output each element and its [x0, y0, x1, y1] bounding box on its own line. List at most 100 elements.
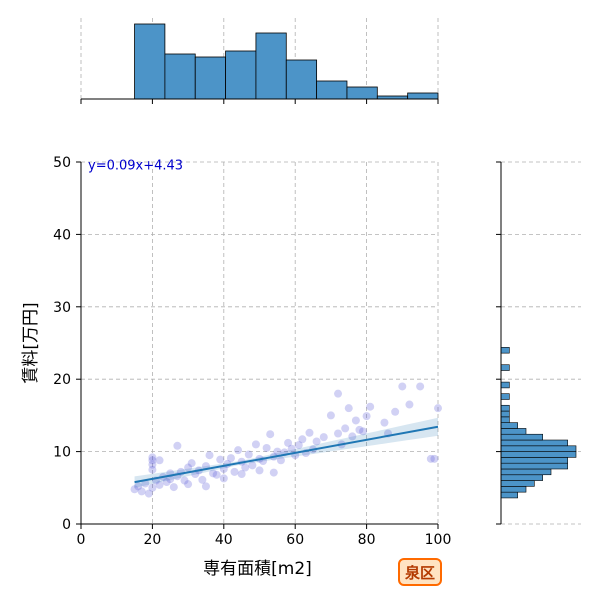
regression-group	[134, 417, 439, 488]
scatter-point	[237, 470, 246, 479]
top-hist-bar	[225, 50, 257, 100]
scatter-point	[148, 456, 157, 465]
right-hist-bar	[500, 422, 518, 429]
scatter-point	[166, 475, 175, 484]
scatter-point	[319, 433, 328, 442]
scatter-point	[326, 411, 335, 420]
regression-equation: y=0.09x+4.43	[88, 159, 183, 174]
scatter-point	[244, 450, 253, 459]
top-hist-bar	[407, 92, 439, 100]
scatter-point	[184, 463, 193, 472]
right-hist-bar	[500, 410, 510, 418]
scatter-point	[205, 451, 214, 460]
scatter-point	[173, 441, 182, 450]
x-tick-label: 100	[425, 532, 452, 548]
scatter-point	[344, 404, 353, 413]
top-hist-bar	[316, 80, 348, 100]
scatter-point	[169, 483, 178, 492]
right-hist-bar	[500, 445, 577, 452]
x-axis-label: 専有面積[m2]	[203, 559, 312, 579]
scatter-point	[334, 389, 343, 398]
scatter-point	[362, 412, 371, 421]
scatter-point	[355, 425, 364, 434]
y-axis-label: 賃料[万円]	[21, 302, 41, 383]
scatter-point	[137, 487, 146, 496]
scatter-point	[284, 438, 293, 447]
scatter-point	[341, 424, 350, 433]
right-hist-bar	[500, 491, 518, 499]
scatter-point	[359, 427, 368, 436]
scatter-point	[312, 437, 321, 446]
scatter-point	[248, 461, 257, 470]
scatter-point	[234, 446, 243, 455]
y-tick-label: 40	[53, 227, 71, 243]
scatter-point	[366, 402, 375, 411]
scatter-point	[148, 460, 157, 469]
area-badge: 泉区	[398, 558, 442, 586]
regression-line	[134, 425, 439, 484]
right-hist-bar	[500, 468, 552, 476]
right-hist-bar	[500, 393, 510, 400]
scatter-point	[334, 429, 343, 438]
scatter-point	[351, 416, 360, 425]
scatter-point	[130, 485, 139, 494]
right-hist-bar	[500, 433, 543, 441]
scatter-point	[273, 447, 282, 456]
area-badge-label: 泉区	[404, 564, 435, 582]
scatter-point	[226, 454, 235, 463]
scatter-point	[305, 428, 314, 437]
right-hist-bar	[500, 439, 568, 447]
scatter-point	[144, 489, 153, 498]
regression-ci-band	[134, 417, 439, 488]
top-hist-bar	[255, 32, 287, 100]
scatter-point	[251, 440, 260, 449]
scatter-point	[391, 407, 400, 416]
scatter-points	[130, 382, 442, 498]
scatter-point	[241, 463, 250, 472]
scatter-point	[209, 469, 218, 478]
scatter-point	[148, 453, 157, 462]
scatter-point	[219, 474, 228, 483]
right-hist-bar	[500, 381, 510, 389]
right-hist-bar	[500, 428, 527, 435]
scatter-point	[348, 432, 357, 441]
scatter-point	[230, 467, 239, 476]
top-hist-bar	[134, 23, 166, 100]
top-hist-bar	[194, 56, 226, 100]
scatter-point	[184, 480, 193, 489]
top-histogram	[80, 23, 439, 104]
area-badge-box	[398, 558, 442, 586]
scatter-point	[155, 456, 164, 465]
scatter-point	[269, 468, 278, 477]
y-tick-label: 30	[53, 300, 71, 316]
scatter-point	[398, 382, 407, 391]
right-hist-bar	[500, 474, 543, 481]
scatter-point	[198, 475, 207, 484]
scatter-point	[148, 483, 157, 492]
x-tick-label: 80	[358, 532, 376, 548]
scatter-point	[287, 444, 296, 453]
scatter-point	[276, 456, 285, 465]
x-tick-label: 60	[286, 532, 304, 548]
right-histogram	[496, 161, 577, 525]
top-hist-bar	[164, 53, 196, 100]
scatter-point	[180, 476, 189, 485]
scatter-point	[266, 430, 275, 439]
y-tick-label: 20	[53, 372, 71, 388]
scatter-point	[380, 418, 389, 427]
scatter-point	[212, 470, 221, 479]
scatter-point	[434, 404, 442, 413]
right-hist-bar	[500, 462, 568, 470]
x-tick-label: 0	[77, 532, 86, 548]
scatter-point	[201, 482, 210, 491]
y-tick-label: 10	[53, 445, 71, 461]
x-tick-label: 40	[215, 532, 233, 548]
right-hist-bar	[500, 457, 568, 464]
x-tick-label: 20	[143, 532, 161, 548]
scatter-point	[430, 454, 439, 463]
scatter-point	[294, 441, 303, 450]
scatter-point	[262, 443, 271, 452]
scatter-point	[298, 435, 307, 444]
right-hist-bar	[500, 404, 510, 412]
